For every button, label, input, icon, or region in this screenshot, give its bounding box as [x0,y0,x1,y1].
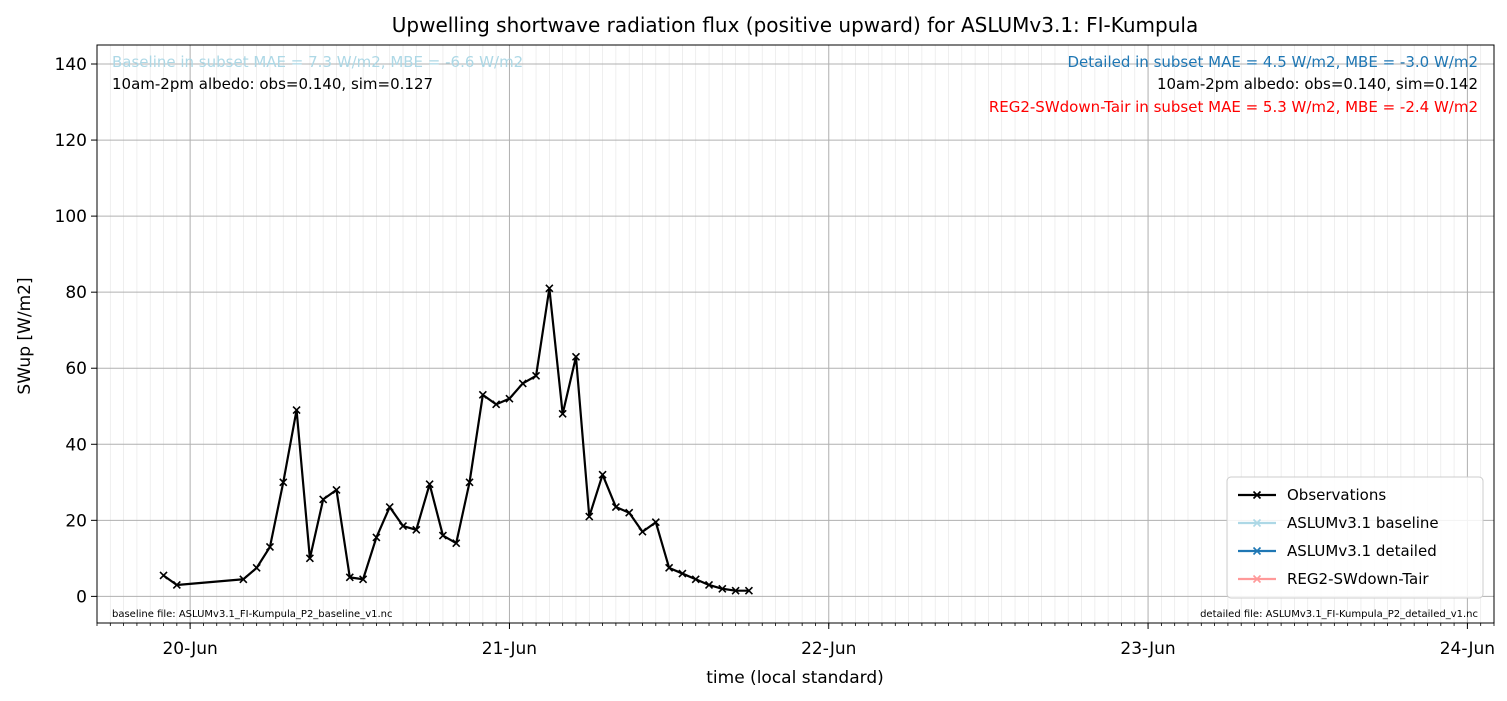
data-point [345,573,354,582]
y-tick-label: 100 [55,207,87,227]
series-observations [159,284,753,595]
legend-marker [1252,574,1262,584]
data-point [279,478,288,487]
data-point [558,409,567,418]
data-point [492,400,501,409]
data-point [505,394,514,403]
legend-entry: Observations [1238,486,1386,504]
data-point [518,379,527,388]
plot-frame [96,44,1495,624]
y-tick-label: 120 [55,131,87,151]
y-axis: 0 20 40 60 80 100 120 140 [55,55,97,607]
legend-box [1226,476,1484,599]
data-point [425,480,434,489]
data-point [625,508,634,517]
data-point [265,542,275,552]
legend-entry: REG2-SWdown-Tair [1238,570,1429,588]
data-point [319,495,328,504]
legend-entry: ASLUMv3.1 baseline [1238,514,1439,532]
baseline-albedo-annotation: 10am-2pm albedo: obs=0.140, sim=0.127 [112,75,433,93]
series-layer [159,284,753,595]
data-point [611,502,620,512]
data-point [718,584,727,593]
data-point [438,531,447,540]
data-point [704,580,714,590]
x-tick-label: 22-Jun [801,639,856,659]
x-tick-label: 21-Jun [482,639,537,659]
data-point [385,502,394,512]
data-point [545,284,554,293]
data-point [678,569,687,578]
data-point [239,575,248,584]
x-axis: 20-Jun 21-Jun 22-Jun 23-Jun 24-Jun [96,623,1495,659]
data-point [332,485,341,494]
y-tick-label: 20 [65,511,87,531]
x-tick-label: 23-Jun [1120,639,1175,659]
data-point [292,405,301,415]
y-tick-label: 60 [65,359,87,379]
data-point [252,563,261,572]
data-point [571,352,581,361]
data-point [691,575,700,584]
data-point [665,563,674,572]
data-point [452,539,461,548]
baseline-stats-annotation: Baseline in subset MAE = 7.3 W/m2, MBE =… [112,53,523,71]
data-point [744,586,753,595]
reg2-stats-annotation: REG2-SWdown-Tair in subset MAE = 5.3 W/m… [989,98,1478,116]
data-point [172,580,181,590]
data-point [531,371,541,380]
y-tick-label: 80 [65,283,87,303]
data-point [731,586,740,595]
y-tick-label: 0 [76,587,87,607]
data-point [465,478,474,487]
y-tick-label: 140 [55,55,87,75]
legend-label: Observations [1287,486,1386,504]
data-point [478,390,487,399]
detailed-file-note: detailed file: ASLUMv3.1_FI-Kumpula_P2_d… [1200,609,1478,620]
legend-marker [1252,518,1262,528]
data-point [159,571,168,580]
data-point [398,521,408,531]
legend-label: ASLUMv3.1 baseline [1287,514,1439,532]
data-point [372,533,381,542]
chart-title: Upwelling shortwave radiation flux (posi… [392,13,1198,37]
legend: Observations ASLUMv3.1 baseline ASLUMv3.1 … [1226,476,1484,599]
legend-label: ASLUMv3.1 detailed [1287,542,1437,560]
legend-marker [1252,490,1262,500]
data-point [412,525,421,534]
x-axis-label: time (local standard) [706,668,884,688]
data-point [305,554,314,563]
legend-marker [1252,546,1262,556]
data-point [585,512,594,521]
baseline-file-note: baseline file: ASLUMv3.1_FI-Kumpula_P2_b… [112,609,392,620]
data-point [651,518,660,527]
data-point [598,470,607,479]
data-point [359,575,368,584]
data-point [638,527,647,536]
legend-entry: ASLUMv3.1 detailed [1238,542,1437,560]
x-tick-label: 20-Jun [162,639,217,659]
y-tick-label: 40 [65,435,87,455]
y-axis-label: SWup [W/m2] [15,277,35,394]
detailed-stats-annotation: Detailed in subset MAE = 4.5 W/m2, MBE =… [1067,53,1478,71]
minor-grid [96,45,1495,623]
detailed-albedo-annotation: 10am-2pm albedo: obs=0.140, sim=0.142 [1157,75,1478,93]
x-tick-label: 24-Jun [1440,639,1495,659]
legend-label: REG2-SWdown-Tair [1287,570,1429,588]
